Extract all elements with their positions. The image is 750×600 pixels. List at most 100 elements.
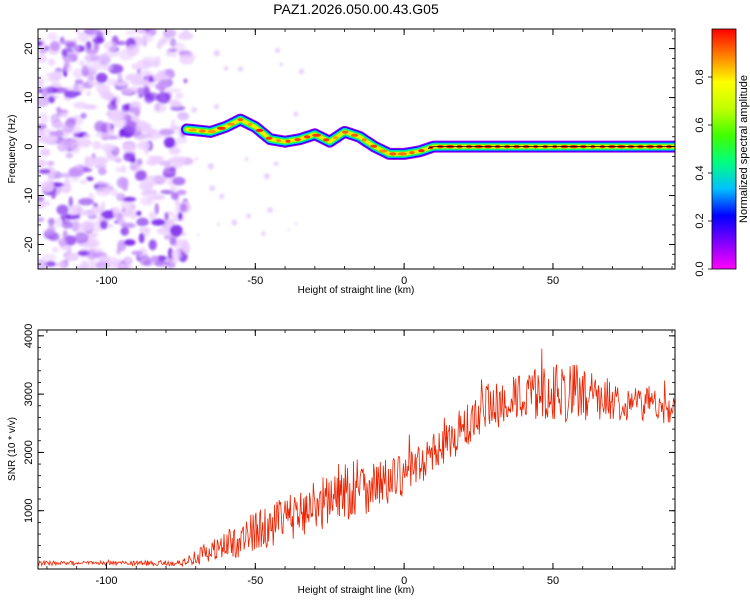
noise-speckle — [38, 54, 48, 63]
noise-speckle — [148, 60, 159, 68]
noise-speckle — [106, 122, 112, 134]
noise-speckle — [116, 193, 126, 202]
noise-speckle — [38, 158, 48, 168]
noise-speckle — [47, 224, 56, 236]
noise-speckle — [111, 189, 119, 197]
colorbar-label: Normalized spectral amplitude — [738, 75, 750, 223]
noise-speckle — [72, 68, 84, 79]
noise-speckle — [174, 206, 180, 213]
noise-speckle — [121, 196, 137, 202]
noise-speckle — [139, 179, 146, 189]
noise-speckle — [148, 239, 157, 251]
noise-speckle — [83, 134, 92, 139]
ridge-peak — [332, 136, 339, 140]
noise-speckle — [294, 222, 298, 225]
noise-speckle — [108, 111, 124, 122]
noise-speckle — [88, 63, 103, 71]
ridge-peak — [379, 149, 388, 153]
ridge-peak — [370, 144, 378, 148]
y-tick-label: -10 — [23, 188, 35, 204]
x-tick-label: 0 — [401, 575, 407, 587]
noise-speckle — [62, 123, 75, 133]
colorbar-ticks: 0.0 0.2 0.4 0.6 0.8 — [694, 69, 712, 277]
noise-speckle — [65, 152, 74, 159]
noise-speckle — [92, 158, 98, 164]
noise-speckle — [171, 249, 182, 260]
noise-speckle — [156, 92, 171, 104]
noise-speckle — [165, 88, 182, 93]
snr-ticks: -100 -50 0 50 1000 2000 3000 4000 — [23, 324, 675, 587]
noise-speckle — [106, 78, 118, 86]
y-tick-label: 0 — [23, 143, 35, 149]
noise-speckle — [152, 74, 161, 81]
noise-speckle — [138, 227, 151, 233]
noise-speckle — [67, 53, 78, 63]
noise-speckle — [39, 48, 47, 54]
noise-speckle — [112, 119, 127, 129]
y-tick-label: 4000 — [23, 324, 35, 348]
noise-speckle — [38, 129, 46, 137]
x-tick-label: -50 — [247, 575, 263, 587]
noise-speckle — [38, 123, 47, 130]
noise-speckle — [95, 31, 104, 43]
y-tick-label: 20 — [23, 42, 35, 54]
noise-speckle — [47, 135, 59, 145]
colorbar-tick-label: 0.4 — [694, 165, 706, 180]
noise-speckle — [38, 168, 51, 174]
noise-speckle — [121, 87, 134, 95]
noise-speckle — [86, 176, 94, 182]
noise-speckle — [61, 220, 73, 229]
noise-speckle — [120, 226, 129, 236]
snr-xlabel: Height of straight line (km) — [298, 585, 415, 596]
noise-speckle — [172, 176, 186, 186]
noise-speckle — [77, 31, 89, 43]
noise-speckle — [164, 212, 169, 221]
noise-speckle — [115, 166, 126, 173]
noise-speckle — [95, 132, 111, 138]
noise-speckle — [131, 63, 138, 70]
noise-speckle — [86, 239, 100, 247]
y-tick-label: 3000 — [23, 382, 35, 406]
noise-speckle — [95, 72, 108, 84]
noise-speckle — [121, 222, 136, 229]
ridge-peak — [237, 118, 244, 122]
noise-speckle — [78, 59, 85, 67]
noise-speckle — [90, 206, 104, 215]
noise-speckle — [263, 173, 270, 180]
ridge-peak — [409, 151, 415, 155]
noise-speckle — [140, 191, 153, 196]
ridge-peak — [217, 126, 226, 130]
noise-speckle — [80, 112, 87, 119]
noise-speckle — [58, 238, 68, 247]
noise-speckle — [38, 96, 49, 107]
noise-speckle — [131, 250, 144, 256]
noise-speckle — [162, 264, 169, 269]
noise-speckle — [100, 210, 116, 220]
y-tick-label: 10 — [23, 91, 35, 103]
noise-speckle — [49, 41, 61, 52]
noise-speckle — [64, 252, 79, 262]
noise-speckle — [78, 198, 94, 206]
noise-speckle — [95, 186, 111, 196]
noise-speckle — [142, 32, 154, 43]
noise-speckle — [219, 193, 225, 199]
colorbar-gradient — [712, 29, 736, 269]
noise-speckle — [177, 111, 190, 121]
noise-speckle — [38, 259, 47, 269]
noise-speckle — [72, 45, 81, 51]
noise-speckle — [179, 203, 188, 212]
noise-speckle — [172, 163, 183, 168]
noise-speckle — [100, 143, 116, 152]
noise-speckle — [81, 220, 94, 231]
noise-speckle — [38, 217, 45, 223]
noise-speckle — [131, 78, 146, 86]
ridge-peak — [285, 139, 291, 143]
noise-speckle — [136, 170, 147, 181]
noise-speckle — [81, 65, 89, 77]
noise-speckle — [139, 254, 151, 266]
noise-speckle — [47, 58, 56, 66]
noise-speckle — [168, 48, 178, 53]
ridge-peak — [418, 149, 425, 153]
noise-speckle — [155, 255, 168, 262]
